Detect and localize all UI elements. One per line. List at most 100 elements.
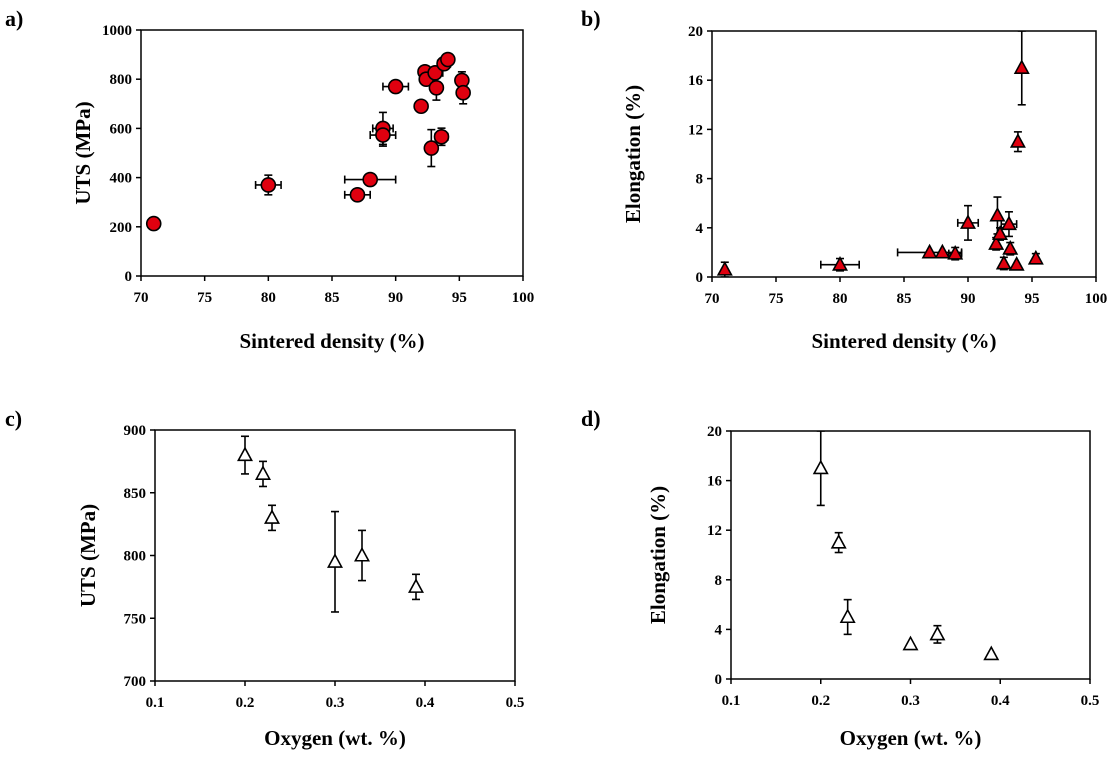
y-tick-label: 20 xyxy=(688,24,703,40)
y-tick-label: 1000 xyxy=(102,23,132,39)
data-point xyxy=(375,127,391,143)
y-tick-label: 0 xyxy=(715,672,723,688)
data-point xyxy=(983,645,1000,661)
x-tick-label: 0.2 xyxy=(236,695,255,711)
data-point xyxy=(988,235,1005,250)
data-point xyxy=(812,459,829,475)
x-tick-label: 0.2 xyxy=(811,693,830,709)
panel-label: c) xyxy=(5,406,22,431)
data-point xyxy=(995,254,1012,270)
data-point xyxy=(947,244,964,260)
data-point xyxy=(354,546,370,562)
y-tick-label: 4 xyxy=(696,221,704,237)
x-tick-label: 80 xyxy=(261,290,276,306)
data-point xyxy=(433,128,450,145)
plot-area xyxy=(241,435,420,613)
y-tick-label: 800 xyxy=(124,549,147,565)
y-tick-label: 20 xyxy=(707,424,722,440)
data-point xyxy=(1002,240,1019,255)
data-point xyxy=(408,578,424,593)
x-tick-label: 0.5 xyxy=(506,695,525,711)
data-point xyxy=(1000,215,1017,231)
y-axis-label: UTS (MPa) xyxy=(71,101,95,204)
data-point xyxy=(455,84,471,101)
x-tick-label: 0.3 xyxy=(901,693,920,709)
data-point xyxy=(1008,256,1025,271)
panel-label: a) xyxy=(5,6,23,31)
data-point xyxy=(387,78,404,95)
data-point xyxy=(413,98,429,115)
x-tick-label: 70 xyxy=(134,290,149,306)
y-tick-label: 800 xyxy=(110,72,133,88)
plot-area xyxy=(720,31,1040,277)
data-point xyxy=(1009,133,1026,148)
y-tick-label: 400 xyxy=(110,171,133,187)
plot-area xyxy=(816,431,942,644)
x-axis-label: Sintered density (%) xyxy=(811,329,996,353)
x-tick-label: 80 xyxy=(833,291,848,307)
x-axis-label: Oxygen (wt. %) xyxy=(264,726,406,750)
y-tick-label: 12 xyxy=(688,122,703,138)
x-axis-label: Oxygen (wt. %) xyxy=(840,726,982,750)
y-tick-label: 900 xyxy=(124,423,147,439)
x-tick-label: 75 xyxy=(197,290,212,306)
data-point xyxy=(921,243,938,259)
data-point xyxy=(934,243,951,259)
x-tick-label: 0.1 xyxy=(146,695,165,711)
y-axis-label: UTS (MPa) xyxy=(76,504,100,607)
y-tick-label: 600 xyxy=(110,121,133,137)
data-point xyxy=(1013,59,1030,74)
x-tick-label: 100 xyxy=(512,290,535,306)
y-tick-label: 16 xyxy=(707,474,723,490)
x-tick-label: 85 xyxy=(897,291,912,307)
data-point xyxy=(145,215,162,232)
data-point xyxy=(349,187,366,203)
data-point xyxy=(839,608,856,624)
data-point xyxy=(989,206,1006,222)
x-tick-label: 70 xyxy=(705,291,720,307)
data-point xyxy=(237,446,253,462)
data-point xyxy=(423,140,440,156)
data-point xyxy=(440,51,456,68)
x-tick-label: 0.1 xyxy=(722,693,741,709)
plot-frame xyxy=(711,30,1097,278)
data-point xyxy=(832,256,848,271)
y-tick-label: 750 xyxy=(124,611,147,627)
data-point xyxy=(255,465,271,480)
x-tick-label: 85 xyxy=(325,290,340,306)
data-point xyxy=(264,509,280,524)
data-point xyxy=(327,553,343,568)
data-point xyxy=(830,533,847,549)
x-tick-label: 75 xyxy=(769,291,784,307)
y-tick-label: 16 xyxy=(688,73,704,89)
y-tick-label: 850 xyxy=(124,486,147,502)
x-tick-label: 95 xyxy=(452,290,467,306)
y-tick-label: 12 xyxy=(707,523,722,539)
panel-label: b) xyxy=(581,6,601,31)
y-tick-label: 0 xyxy=(696,270,704,286)
data-point xyxy=(428,80,445,96)
y-tick-label: 0 xyxy=(125,269,133,285)
data-point xyxy=(260,177,277,193)
x-tick-label: 90 xyxy=(388,290,403,306)
y-tick-label: 200 xyxy=(110,220,133,236)
x-tick-label: 95 xyxy=(1025,291,1040,307)
y-tick-label: 8 xyxy=(715,573,723,589)
data-point xyxy=(1027,249,1044,265)
x-tick-label: 0.4 xyxy=(416,695,435,711)
panel-d: d) 0.1 0.2 0.3 0.4 0.5 0 4 8 12 16 20 Oxygen (wt. %)… xyxy=(581,406,1099,750)
panel-c: c) 0.1 0.2 0.3 0.4 0.5 700 750 800 850 900 Oxygen (… xyxy=(5,406,524,750)
data-point xyxy=(362,171,379,188)
x-tick-label: 100 xyxy=(1085,291,1108,307)
panel-a: a)70 75 80 85 90 95 10002004006008001000Sinter… xyxy=(5,6,534,353)
data-point xyxy=(716,260,733,276)
data-point xyxy=(992,225,1008,240)
plot-frame xyxy=(140,29,524,277)
y-tick-label: 700 xyxy=(124,674,147,690)
data-point xyxy=(929,625,946,641)
y-tick-label: 4 xyxy=(715,622,723,638)
x-tick-label: 0.4 xyxy=(991,693,1010,709)
x-tick-label: 0.5 xyxy=(1081,693,1100,709)
y-axis-label: Elongation (%) xyxy=(621,85,645,223)
